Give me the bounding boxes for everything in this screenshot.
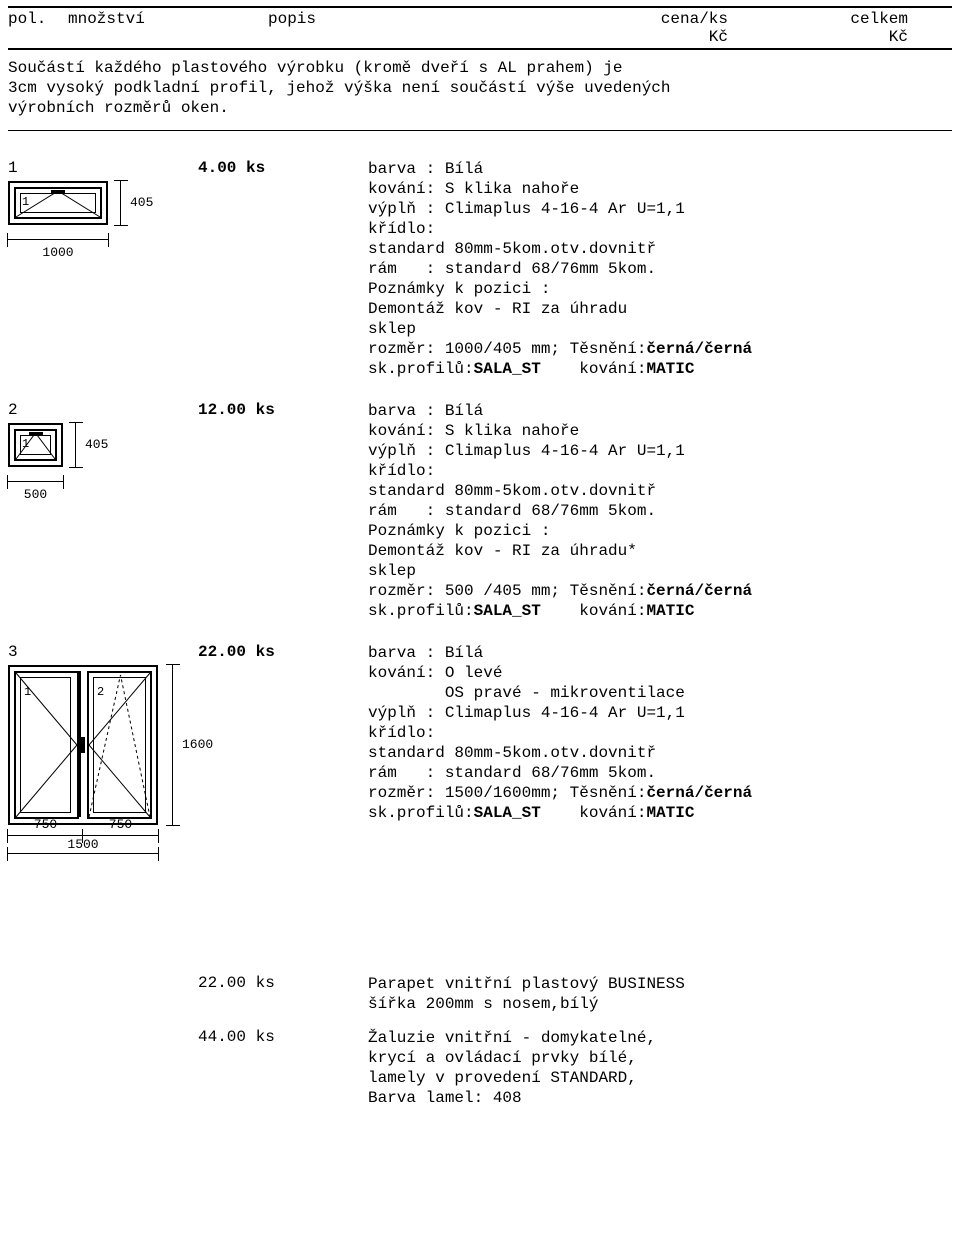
item-qty: 12.00 ks — [198, 401, 368, 419]
table-header-sub: Kč Kč — [8, 28, 952, 48]
accessory-desc: Žaluzie vnitřní - domykatelné,krycí a ov… — [368, 1028, 948, 1108]
hdr-desc: popis — [268, 10, 448, 28]
window-drawing: 1 405 500 — [8, 423, 118, 507]
item-number: 2 — [8, 401, 198, 419]
item-number: 3 — [8, 643, 198, 661]
hdr-price: cena/ks — [448, 10, 728, 28]
hdr-pol: pol. — [8, 10, 68, 28]
item-description: barva : Bílákování: S klika nahořevýplň … — [368, 401, 948, 621]
item-qty: 22.00 ks — [198, 643, 368, 661]
accessory-row: 22.00 ksParapet vnitřní plastový BUSINES… — [8, 974, 952, 1014]
item-qty: 4.00 ks — [198, 159, 368, 177]
item-row: 3 12 1600 750 750 1500 22.00 ksbarva : Bíl… — [8, 643, 952, 880]
hdr-total: celkem — [728, 10, 908, 28]
accessory-row: 44.00 ksŽaluzie vnitřní - domykatelné,kr… — [8, 1028, 952, 1108]
item-description: barva : Bílákování: O levé OS pravé - mi… — [368, 643, 948, 823]
item-description: barva : Bílákování: S klika nahořevýplň … — [368, 159, 948, 379]
accessory-qty: 44.00 ks — [198, 1028, 368, 1108]
item-number: 1 — [8, 159, 198, 177]
item-row: 2 1 405 500 12.00 ksbarva : Bílákování: S … — [8, 401, 952, 621]
hdr-total-unit: Kč — [728, 28, 908, 46]
hdr-qty: množství — [68, 10, 268, 28]
accessory-qty: 22.00 ks — [198, 974, 368, 1014]
window-drawing: 12 1600 750 750 1500 — [8, 665, 218, 880]
rule-thin — [8, 130, 952, 137]
hdr-price-unit: Kč — [448, 28, 728, 46]
item-row: 1 1 405 1000 4.00 ksbarva : Bílákování: S … — [8, 159, 952, 379]
table-header: pol. množství popis cena/ks celkem — [8, 6, 952, 28]
accessory-desc: Parapet vnitřní plastový BUSINESSšířka 2… — [368, 974, 948, 1014]
rule-thick — [8, 48, 952, 56]
window-drawing: 1 405 1000 — [8, 181, 163, 265]
profile-note: Součástí každého plastového výrobku (kro… — [8, 56, 952, 122]
